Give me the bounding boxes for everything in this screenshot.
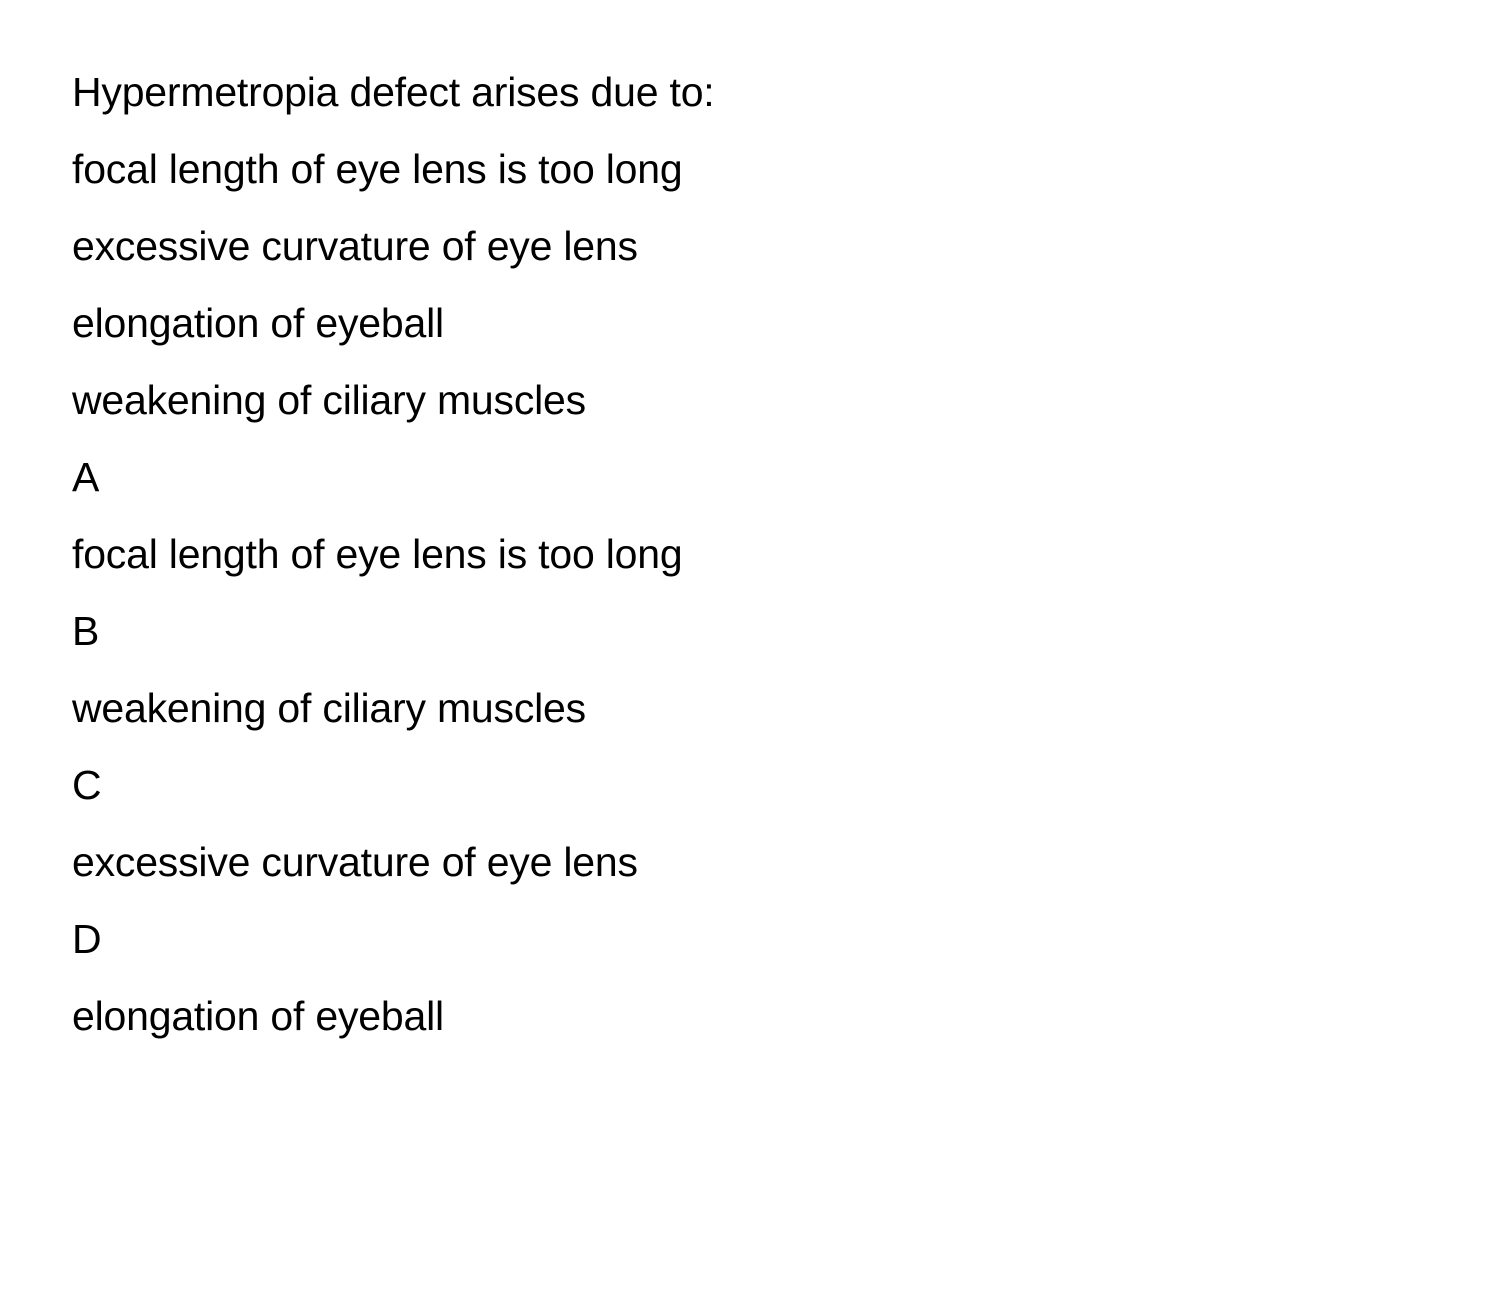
answer-letter: D	[72, 919, 1428, 960]
question-document: Hypermetropia defect arises due to: foca…	[0, 0, 1500, 1037]
answer-letter: B	[72, 611, 1428, 652]
answer-text: weakening of ciliary muscles	[72, 688, 1428, 729]
listed-option: weakening of ciliary muscles	[72, 380, 1428, 421]
answer-letter: C	[72, 765, 1428, 806]
question-text: Hypermetropia defect arises due to:	[72, 72, 1428, 113]
listed-option: focal length of eye lens is too long	[72, 149, 1428, 190]
answer-letter: A	[72, 457, 1428, 498]
listed-option: excessive curvature of eye lens	[72, 226, 1428, 267]
answer-text: elongation of eyeball	[72, 996, 1428, 1037]
listed-option: elongation of eyeball	[72, 303, 1428, 344]
answer-text: focal length of eye lens is too long	[72, 534, 1428, 575]
answer-text: excessive curvature of eye lens	[72, 842, 1428, 883]
